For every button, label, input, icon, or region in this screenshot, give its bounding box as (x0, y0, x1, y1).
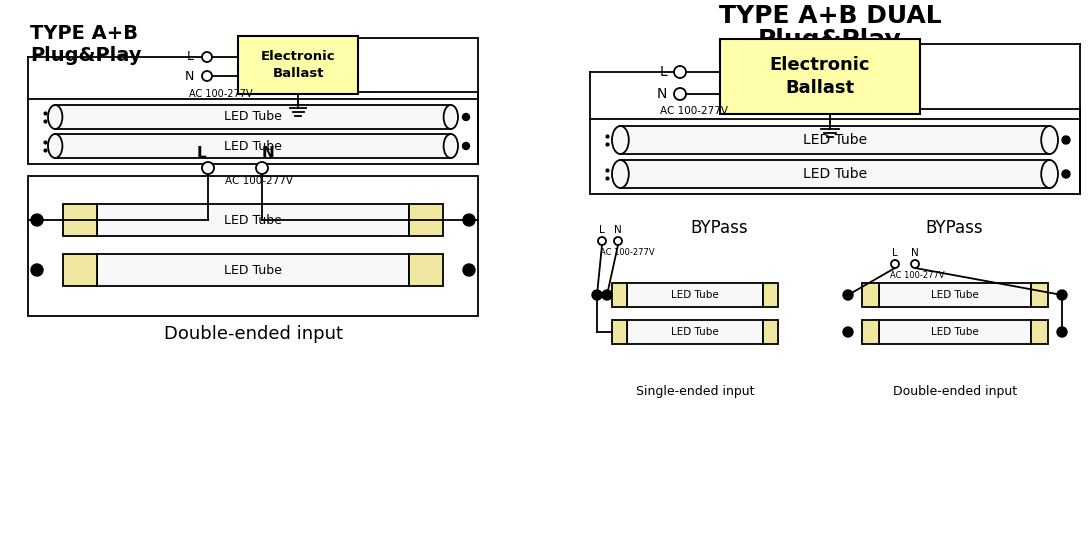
Bar (620, 160, 1050, 188)
Bar (879, 283, 1031, 307)
Bar (611, 320, 627, 344)
Text: TYPE A+B DUAL: TYPE A+B DUAL (719, 4, 941, 28)
Text: LED Tube: LED Tube (931, 290, 979, 300)
Circle shape (673, 66, 687, 78)
Bar (63, 254, 97, 286)
Ellipse shape (48, 105, 62, 129)
Bar (97, 254, 409, 286)
Text: L: L (892, 248, 898, 258)
Circle shape (202, 162, 214, 174)
Text: LED Tube: LED Tube (224, 139, 282, 153)
Bar (879, 320, 1031, 344)
Text: Single-ended input: Single-ended input (635, 384, 754, 397)
Text: Electronic
Ballast: Electronic Ballast (261, 50, 335, 80)
Bar (763, 283, 778, 307)
Text: TYPE A+B: TYPE A+B (30, 24, 138, 43)
Ellipse shape (48, 134, 62, 158)
Text: LED Tube: LED Tube (803, 133, 867, 147)
Circle shape (843, 290, 853, 300)
Bar (63, 204, 97, 236)
Bar (28, 176, 478, 316)
Text: AC 100-277V: AC 100-277V (225, 176, 293, 186)
Circle shape (598, 237, 606, 245)
Circle shape (1062, 170, 1070, 178)
Text: L: L (599, 225, 605, 235)
Text: N: N (262, 146, 275, 161)
Text: BYPass: BYPass (925, 219, 982, 237)
Bar (28, 99, 478, 164)
Text: N: N (614, 225, 622, 235)
Circle shape (462, 114, 470, 121)
Bar (238, 36, 358, 94)
Text: N: N (657, 87, 667, 101)
Text: LED Tube: LED Tube (224, 263, 282, 277)
Text: LED Tube: LED Tube (671, 327, 719, 337)
Text: AC 100-277V: AC 100-277V (599, 248, 655, 257)
Text: Double-ended input: Double-ended input (893, 384, 1017, 397)
Circle shape (673, 88, 687, 100)
Ellipse shape (444, 134, 458, 158)
Ellipse shape (1041, 126, 1058, 154)
Bar (763, 320, 778, 344)
Circle shape (463, 214, 475, 226)
Circle shape (843, 327, 853, 337)
Ellipse shape (444, 105, 458, 129)
Text: L: L (659, 65, 667, 79)
Circle shape (202, 71, 212, 81)
Text: N: N (911, 248, 919, 258)
Text: L: L (187, 51, 194, 64)
Text: LED Tube: LED Tube (224, 214, 282, 226)
Circle shape (202, 52, 212, 62)
Circle shape (462, 143, 470, 150)
Circle shape (256, 162, 268, 174)
Circle shape (602, 290, 611, 300)
Text: AC 100-277V: AC 100-277V (890, 271, 944, 280)
Bar (409, 254, 443, 286)
Text: LED Tube: LED Tube (224, 111, 282, 123)
Circle shape (1062, 136, 1070, 144)
Circle shape (463, 264, 475, 276)
Text: LED Tube: LED Tube (931, 327, 979, 337)
Circle shape (1058, 327, 1067, 337)
Text: AC 100-277V: AC 100-277V (660, 106, 728, 116)
Bar (590, 119, 1080, 194)
Bar (1031, 320, 1048, 344)
Bar (627, 320, 763, 344)
Text: L: L (196, 146, 206, 161)
Bar (55, 134, 450, 158)
Circle shape (30, 264, 44, 276)
Ellipse shape (1041, 160, 1058, 188)
Bar (97, 204, 409, 236)
Bar (620, 126, 1050, 154)
Bar (720, 39, 920, 114)
Text: LED Tube: LED Tube (671, 290, 719, 300)
Ellipse shape (611, 126, 629, 154)
Bar (611, 283, 627, 307)
Bar (862, 283, 879, 307)
Bar (55, 105, 450, 129)
Text: Plug&Play: Plug&Play (30, 46, 141, 65)
Circle shape (592, 290, 602, 300)
Text: N: N (185, 69, 194, 82)
Bar (1031, 283, 1048, 307)
Circle shape (911, 260, 919, 268)
Text: Electronic
Ballast: Electronic Ballast (769, 56, 870, 97)
Text: LED Tube: LED Tube (803, 167, 867, 181)
Bar (862, 320, 879, 344)
Text: BYPass: BYPass (690, 219, 747, 237)
Bar (627, 283, 763, 307)
Text: Plug&Play: Plug&Play (758, 28, 902, 52)
Bar (409, 204, 443, 236)
Circle shape (1058, 290, 1067, 300)
Circle shape (614, 237, 622, 245)
Text: AC 100-277V: AC 100-277V (189, 89, 252, 99)
Circle shape (30, 214, 44, 226)
Text: Double-ended input: Double-ended input (163, 325, 343, 343)
Circle shape (891, 260, 899, 268)
Ellipse shape (611, 160, 629, 188)
